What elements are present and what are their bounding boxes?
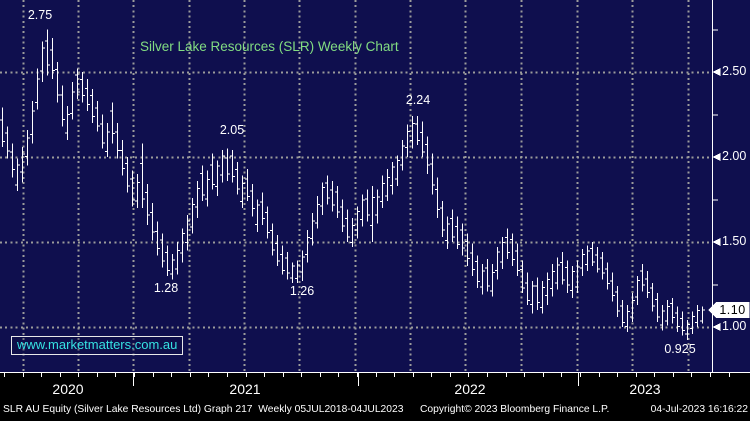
y-axis-tick-arrow <box>712 68 721 76</box>
timestamp-text: 04-Jul-2023 16:16:22 <box>650 404 748 415</box>
price-annotation: 1.28 <box>153 281 179 295</box>
x-axis-year-label: 2022 <box>454 381 486 397</box>
x-axis-year-label: 2020 <box>52 381 84 397</box>
status-bar: SLR AU Equity (Silver Lake Resources Ltd… <box>0 403 750 421</box>
y-axis-tick-arrow <box>712 323 721 331</box>
y-axis-tick-label: 2.00 <box>722 148 747 163</box>
watermark-link: www.marketmatters.com.au <box>11 336 184 356</box>
copyright-text: Copyright© 2023 Bloomberg Finance L.P. <box>420 404 610 415</box>
price-annotation: 2.24 <box>405 93 431 107</box>
price-annotation: 2.75 <box>27 8 53 22</box>
y-axis-tick-label: 1.00 <box>722 318 747 333</box>
y-axis-tick-label: 2.50 <box>722 63 747 78</box>
last-price-badge <box>708 302 750 318</box>
security-description-text: SLR AU Equity (Silver Lake Resources Ltd… <box>3 404 404 415</box>
chart-title: Silver Lake Resources (SLR) Weekly Chart <box>140 39 399 54</box>
y-axis-tick-label: 1.50 <box>722 233 747 248</box>
y-axis-tick-arrow <box>712 238 721 246</box>
x-axis-year-label: 2023 <box>629 381 661 397</box>
last-price-label: 1.10 <box>719 303 746 317</box>
price-annotation: 0.925 <box>664 342 696 356</box>
chart-plot-area <box>0 0 750 372</box>
x-axis-year-label: 2021 <box>229 381 261 397</box>
y-axis-tick-arrow <box>712 153 721 161</box>
price-chart <box>0 0 750 386</box>
price-annotation: 2.05 <box>219 123 245 137</box>
price-annotation: 1.26 <box>289 284 315 298</box>
